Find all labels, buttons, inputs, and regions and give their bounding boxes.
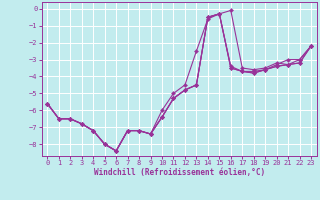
X-axis label: Windchill (Refroidissement éolien,°C): Windchill (Refroidissement éolien,°C) (94, 168, 265, 177)
